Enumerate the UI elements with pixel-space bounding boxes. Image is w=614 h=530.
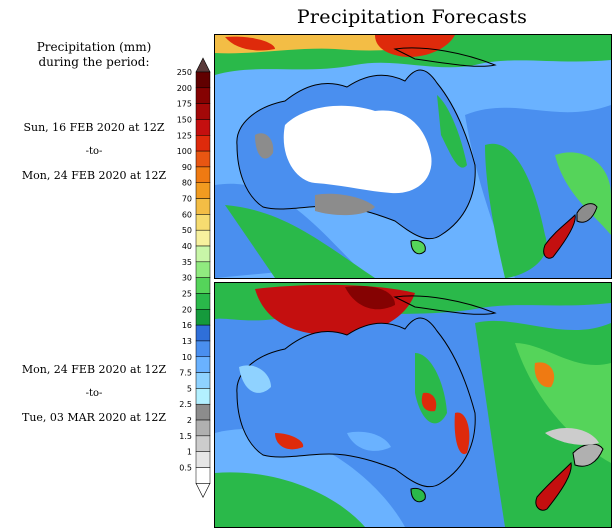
colorbar-label-0.5: 0.5 xyxy=(179,464,192,473)
forecast-map-week-1 xyxy=(214,34,612,279)
rain-core-north-peak xyxy=(345,285,395,310)
period-1-end: Mon, 24 FEB 2020 at 12Z xyxy=(21,169,167,182)
colorbar-swatch-70 xyxy=(195,198,211,215)
colorbar-swatch-100 xyxy=(195,150,211,168)
rain-core-south-west xyxy=(275,433,304,450)
colorbar-label-60: 60 xyxy=(182,210,192,219)
colorbar-label-5: 5 xyxy=(187,384,192,393)
tasmania xyxy=(410,488,426,503)
legend-heading-line-2: during the period: xyxy=(38,55,150,69)
colorbar-label-70: 70 xyxy=(182,195,192,204)
colorbar-label-100: 100 xyxy=(177,147,192,156)
colorbar: 2502001751501251009080706050403530252016… xyxy=(177,57,211,498)
rain-core-east-coast xyxy=(454,412,470,455)
colorbar-label-2: 2 xyxy=(187,416,192,425)
colorbar-swatch-2.5 xyxy=(195,403,211,421)
forecast-map-week-2 xyxy=(214,282,612,528)
colorbar-swatch-35 xyxy=(195,261,211,278)
new-zealand-north-island xyxy=(576,203,598,223)
colorbar-label-1: 1 xyxy=(187,448,192,457)
rain-band-pacific xyxy=(555,152,611,235)
light-rain-nz-north xyxy=(545,428,599,445)
period-2-sep: -to- xyxy=(85,388,103,399)
rain-core-inland xyxy=(421,392,437,412)
colorbar-label-2.5: 2.5 xyxy=(179,400,192,409)
colorbar-swatch-1.5 xyxy=(195,435,211,452)
colorbar-swatch-13 xyxy=(195,340,211,358)
colorbar-swatch-40 xyxy=(195,245,211,263)
period-1-start: Sun, 16 FEB 2020 at 12Z xyxy=(23,121,165,134)
colorbar-swatch-60 xyxy=(195,214,211,231)
rain-band-south xyxy=(225,205,375,278)
colorbar-label-7.5: 7.5 xyxy=(179,369,192,378)
colorbar-swatch-150 xyxy=(195,119,211,136)
colorbar-label-20: 20 xyxy=(182,305,192,314)
rain-core-north xyxy=(375,35,455,57)
colorbar-label-150: 150 xyxy=(177,115,192,124)
page-title: Precipitation Forecasts xyxy=(296,6,528,28)
colorbar-swatch-200 xyxy=(195,87,211,104)
rain-core-coral-sea xyxy=(534,362,555,388)
rain-band-south xyxy=(215,472,365,527)
colorbar-swatch-5 xyxy=(195,388,211,405)
period-1-sep: -to- xyxy=(85,146,103,157)
colorbar-label-250: 250 xyxy=(177,68,192,77)
rain-band-tasman xyxy=(485,143,547,278)
new-guinea-coast xyxy=(393,47,497,67)
colorbar-swatch-25 xyxy=(195,293,211,310)
legend-heading-line-1: Precipitation (mm) xyxy=(36,40,152,54)
colorbar-label-200: 200 xyxy=(177,84,192,93)
new-guinea-coast xyxy=(393,295,497,315)
colorbar-label-90: 90 xyxy=(182,163,192,172)
colorbar-swatch-80 xyxy=(195,182,211,199)
colorbar-swatch-7.5 xyxy=(195,372,211,389)
light-rain-west-coast xyxy=(255,133,274,159)
colorbar-swatch-125 xyxy=(195,135,211,152)
colorbar-arrow-bottom xyxy=(195,483,211,498)
colorbar-label-175: 175 xyxy=(177,100,192,109)
colorbar-swatch-1 xyxy=(195,451,211,468)
tasmania xyxy=(410,240,426,255)
colorbar-label-125: 125 xyxy=(177,131,192,140)
colorbar-label-80: 80 xyxy=(182,179,192,188)
colorbar-swatch-10 xyxy=(195,356,211,373)
colorbar-arrow-top xyxy=(195,57,211,73)
period-2: Mon, 24 FEB 2020 at 12Z -to- Tue, 03 MAR… xyxy=(4,362,184,425)
colorbar-swatch-50 xyxy=(195,229,211,247)
map-2-svg xyxy=(215,283,611,527)
colorbar-label-16: 16 xyxy=(182,321,192,330)
colorbar-label-10: 10 xyxy=(182,353,192,362)
period-1: Sun, 16 FEB 2020 at 12Z -to- Mon, 24 FEB… xyxy=(4,120,184,183)
dry-interior xyxy=(283,105,432,194)
new-zealand-south-island xyxy=(543,214,576,259)
colorbar-swatch-90 xyxy=(195,166,211,183)
light-rain-bight xyxy=(315,193,375,216)
colorbar-swatch-175 xyxy=(195,103,211,120)
rain-core-north-west-2 xyxy=(225,36,275,51)
light-rain-bight xyxy=(347,431,391,451)
colorbar-label-13: 13 xyxy=(182,337,192,346)
colorbar-label-35: 35 xyxy=(182,258,192,267)
colorbar-label-50: 50 xyxy=(182,226,192,235)
colorbar-label-30: 30 xyxy=(182,274,192,283)
new-zealand-south-island xyxy=(535,461,572,511)
light-rain-west xyxy=(239,365,271,393)
colorbar-swatch-2 xyxy=(195,419,211,437)
colorbar-swatch-16 xyxy=(195,324,211,342)
period-2-start: Mon, 24 FEB 2020 at 12Z xyxy=(21,363,167,376)
colorbar-swatch-20 xyxy=(195,309,211,326)
colorbar-label-1.5: 1.5 xyxy=(179,432,192,441)
map-1-svg xyxy=(215,35,611,278)
new-zealand-north-island xyxy=(572,443,604,467)
colorbar-swatch-250 xyxy=(195,71,211,89)
colorbar-label-25: 25 xyxy=(182,289,192,298)
legend-heading: Precipitation (mm) during the period: xyxy=(4,40,184,70)
colorbar-swatch-0.5 xyxy=(195,467,211,484)
colorbar-label-40: 40 xyxy=(182,242,192,251)
colorbar-swatch-30 xyxy=(195,277,211,294)
period-2-end: Tue, 03 MAR 2020 at 12Z xyxy=(21,411,166,424)
rain-queensland-coast xyxy=(437,95,467,168)
